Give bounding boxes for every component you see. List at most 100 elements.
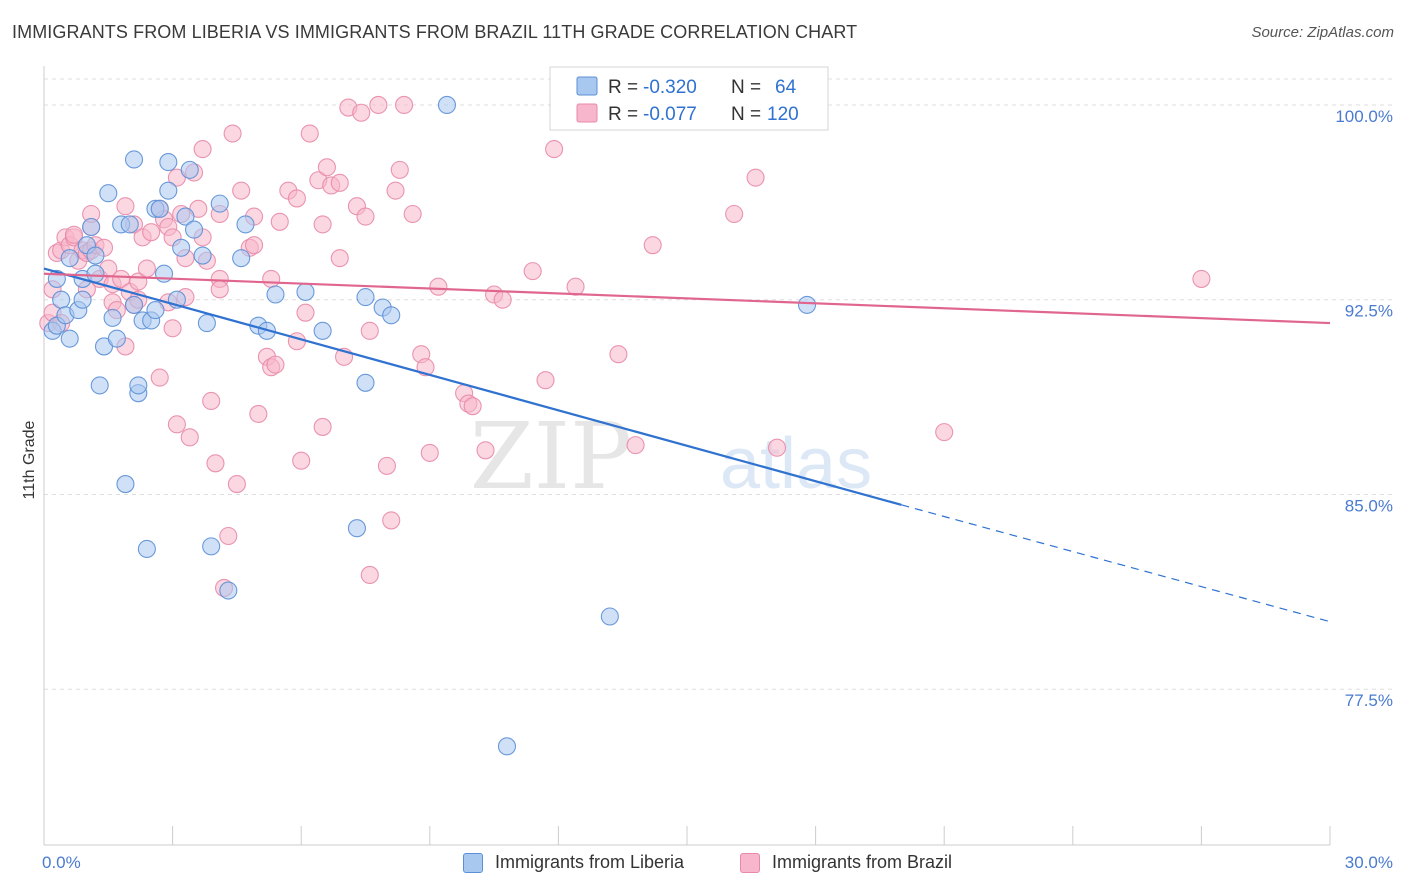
- y-axis-label: 11th Grade: [21, 420, 38, 499]
- liberia-point: [90, 376, 109, 395]
- stats-legend: R = -0.320 N = 64 R = -0.077 N = 120: [549, 66, 829, 131]
- brazil-point: [746, 168, 765, 187]
- brazil-point: [244, 236, 264, 255]
- brazil-point: [287, 332, 306, 351]
- liberia-trend-extension: [901, 504, 1331, 623]
- liberia-point: [73, 290, 92, 309]
- y-tick-label: 85.0%: [1345, 496, 1393, 515]
- liberia-point: [382, 306, 401, 325]
- brazil-point: [137, 259, 156, 278]
- liberia-point: [172, 238, 191, 257]
- brazil-point: [360, 565, 379, 584]
- liberia-point: [82, 217, 101, 237]
- brazil-point: [767, 438, 787, 457]
- brazil-point: [356, 207, 375, 226]
- liberia-trend-line: [43, 267, 902, 506]
- brazil-point: [523, 262, 542, 281]
- brazil-n-value: 120: [767, 104, 799, 125]
- brazil-point: [223, 124, 242, 143]
- brazil-point: [313, 215, 332, 234]
- brazil-point: [536, 371, 555, 390]
- liberia-swatch: [463, 852, 483, 873]
- brazil-point: [390, 160, 409, 179]
- brazil-point: [626, 436, 645, 455]
- y-tick-label: 77.5%: [1345, 691, 1393, 710]
- legend-label-liberia: Immigrants from Liberia: [495, 852, 685, 872]
- liberia-point: [120, 215, 139, 234]
- brazil-point: [270, 212, 289, 231]
- liberia-point: [176, 207, 195, 226]
- liberia-r-label: R =: [608, 77, 638, 98]
- liberia-point: [180, 160, 199, 179]
- liberia-point: [52, 290, 71, 309]
- brazil-point: [227, 475, 246, 494]
- axis-layer: 77.5% 85.0% 92.5% 100.0% 0.0% 30.0%: [42, 66, 1393, 872]
- brazil-point: [395, 95, 414, 114]
- legend-item-liberia[interactable]: Immigrants from Liberia: [463, 852, 684, 873]
- brazil-point: [360, 321, 379, 340]
- liberia-point: [497, 737, 517, 756]
- liberia-point: [86, 246, 105, 265]
- brazil-swatch: [740, 852, 760, 873]
- grid-layer: [44, 78, 1392, 690]
- brazil-point: [64, 225, 84, 244]
- brazil-point: [352, 103, 371, 122]
- liberia-point: [193, 246, 212, 265]
- brazil-point: [420, 443, 439, 462]
- brazil-point: [382, 511, 401, 530]
- trend-layer: [43, 267, 1331, 623]
- brazil-point: [313, 417, 332, 436]
- brazil-n-label: N =: [731, 104, 761, 125]
- liberia-point: [159, 153, 178, 172]
- brazil-point: [725, 204, 744, 224]
- brazil-point: [193, 140, 212, 159]
- brazil-point: [403, 204, 422, 224]
- brazil-point: [287, 189, 306, 208]
- brazil-point: [476, 441, 495, 460]
- brazil-point: [202, 391, 221, 411]
- liberia-point: [60, 249, 79, 268]
- liberia-point: [103, 308, 122, 327]
- liberia-point: [232, 249, 251, 268]
- x-tick-label-min: 0.0%: [42, 853, 81, 872]
- brazil-point: [163, 319, 182, 338]
- brazil-point: [330, 173, 349, 192]
- liberia-point: [99, 184, 118, 203]
- brazil-point: [609, 345, 628, 364]
- brazil-point: [369, 95, 388, 114]
- y-tick-label: 92.5%: [1345, 302, 1393, 321]
- liberia-point: [356, 373, 375, 392]
- liberia-point: [600, 607, 619, 626]
- liberia-point: [124, 295, 144, 314]
- liberia-point: [313, 321, 332, 340]
- liberia-point: [129, 376, 148, 395]
- liberia-point: [797, 295, 817, 314]
- liberia-point: [150, 199, 169, 218]
- liberia-r-value: -0.320: [643, 77, 697, 98]
- brazil-point: [317, 158, 336, 177]
- brazil-point: [296, 303, 315, 322]
- liberia-point: [347, 519, 366, 538]
- liberia-point: [86, 264, 105, 283]
- liberia-point: [107, 329, 126, 348]
- source-credit: Source: ZipAtlas.com: [1251, 24, 1394, 41]
- brazil-r-value: -0.077: [643, 104, 697, 125]
- liberia-point: [210, 194, 229, 213]
- x-tick-label-max: 30.0%: [1345, 853, 1393, 872]
- brazil-point: [232, 181, 251, 200]
- brazil-point: [249, 404, 268, 424]
- liberia-point: [116, 475, 135, 494]
- watermark: ZIP atlas: [470, 403, 872, 510]
- y-tick-label: 100.0%: [1335, 107, 1393, 126]
- brazil-point: [300, 124, 319, 143]
- brazil-point: [219, 526, 238, 546]
- watermark-zip: ZIP: [470, 403, 632, 510]
- liberia-point: [236, 215, 255, 234]
- legend-item-brazil[interactable]: Immigrants from Brazil: [740, 852, 952, 873]
- liberia-n-label: N =: [731, 77, 761, 98]
- brazil-point: [150, 368, 169, 387]
- liberia-point: [202, 537, 221, 556]
- brazil-point: [167, 415, 186, 434]
- liberia-point: [266, 285, 285, 304]
